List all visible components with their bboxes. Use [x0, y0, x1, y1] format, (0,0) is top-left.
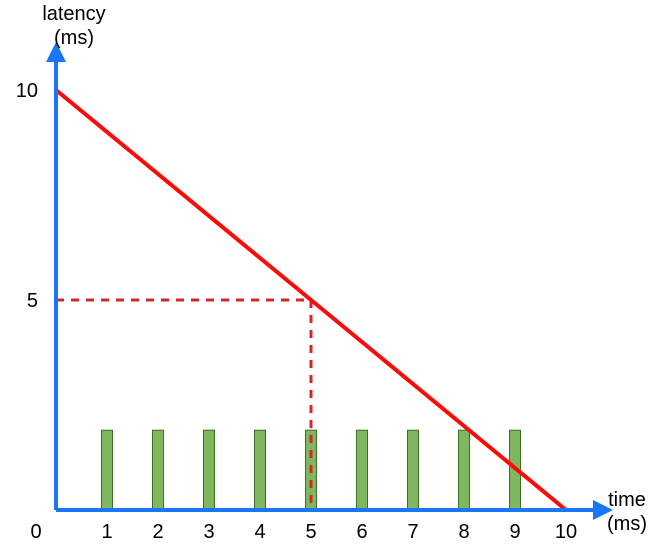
bar	[102, 430, 113, 510]
x-tick-label: 8	[458, 521, 469, 543]
y-tick-label: 5	[27, 290, 38, 312]
x-axis-label: (ms)	[607, 513, 647, 535]
x-tick-label: 1	[101, 521, 112, 543]
x-tick-label: 3	[203, 521, 214, 543]
latency-vs-time-chart: 012345678910510latency(ms)time(ms)	[0, 0, 652, 550]
x-axis-label: time	[608, 489, 646, 511]
x-tick-label: 5	[305, 521, 316, 543]
bar	[255, 430, 266, 510]
bar	[357, 430, 368, 510]
bar	[153, 430, 164, 510]
x-tick-label: 2	[152, 521, 163, 543]
x-tick-label: 9	[509, 521, 520, 543]
x-tick-label: 7	[407, 521, 418, 543]
x-tick-label: 4	[254, 521, 265, 543]
x-tick-label: 0	[30, 521, 41, 543]
y-axis-label: (ms)	[54, 27, 94, 49]
bar	[408, 430, 419, 510]
y-axis-label: latency	[42, 3, 105, 25]
x-tick-label: 10	[555, 521, 577, 543]
bar	[204, 430, 215, 510]
x-tick-label: 6	[356, 521, 367, 543]
bar	[459, 430, 470, 510]
y-tick-label: 10	[16, 80, 38, 102]
